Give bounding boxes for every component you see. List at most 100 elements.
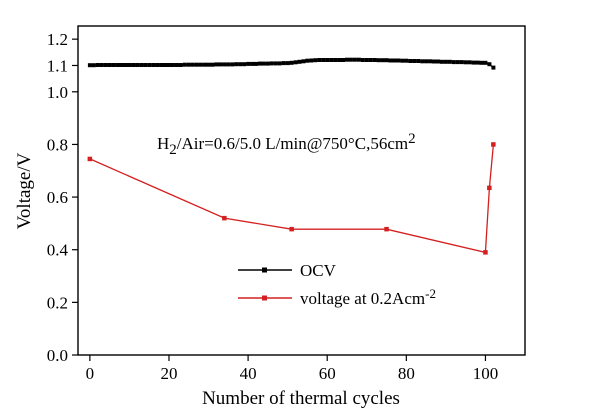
- data-point-ocv: [463, 60, 468, 65]
- data-point-voltage: [483, 250, 488, 255]
- data-point-ocv: [471, 60, 476, 65]
- data-point-ocv: [210, 62, 215, 67]
- legend-label-voltage-superscript: -2: [425, 286, 436, 301]
- data-point-ocv: [178, 63, 183, 67]
- data-point-ocv: [119, 63, 124, 67]
- data-point-ocv: [242, 62, 247, 67]
- data-point-ocv: [265, 61, 270, 66]
- data-point-ocv: [396, 58, 401, 63]
- y-tick-label: 0.4: [47, 241, 69, 260]
- y-tick-label: 1.0: [47, 83, 68, 102]
- data-point-ocv: [277, 61, 282, 66]
- chart-annotation: H2/Air=0.6/5.0 L/min@750°C,56cm2: [157, 131, 416, 158]
- data-point-ocv: [238, 62, 243, 67]
- data-point-ocv: [246, 61, 251, 66]
- data-point-ocv: [404, 58, 409, 63]
- data-point-ocv: [443, 59, 448, 64]
- data-point-ocv: [412, 59, 417, 63]
- y-tick-label: 0.2: [47, 293, 68, 312]
- data-point-ocv: [337, 58, 342, 62]
- data-point-ocv: [230, 62, 235, 67]
- data-point-ocv: [167, 63, 171, 67]
- data-point-ocv: [384, 58, 389, 63]
- series-layer: [87, 57, 496, 255]
- data-point-ocv: [345, 57, 349, 62]
- data-point-ocv: [368, 58, 373, 62]
- data-point-ocv: [348, 57, 353, 62]
- y-tick-label: 0.6: [47, 188, 68, 207]
- data-point-ocv: [309, 58, 314, 63]
- data-point-ocv: [388, 58, 393, 63]
- data-point-ocv: [439, 59, 444, 64]
- data-point-ocv: [372, 58, 377, 62]
- data-point-ocv: [163, 63, 167, 67]
- data-point-ocv: [159, 63, 164, 67]
- data-point-ocv: [360, 58, 365, 62]
- y-tick-label: 0.8: [47, 135, 68, 154]
- data-point-ocv: [479, 60, 484, 65]
- data-point-ocv: [194, 62, 199, 67]
- data-point-ocv: [131, 63, 136, 67]
- data-point-ocv: [451, 60, 456, 65]
- axis-layer: 0 20 40 60 80 100 0.0 0.2 0.4 0.6 0.8 1.0 1.1 1.2: [47, 30, 498, 383]
- data-point-ocv: [123, 63, 128, 67]
- data-point-ocv: [447, 59, 452, 64]
- data-point-ocv: [325, 58, 330, 62]
- data-point-ocv: [103, 63, 108, 67]
- data-point-ocv: [380, 58, 385, 63]
- data-point-ocv: [91, 63, 96, 68]
- annotation-body: /Air=0.6/5.0 L/min@750°C,56cm: [177, 134, 408, 153]
- data-point-ocv: [321, 58, 326, 62]
- data-point-ocv: [202, 62, 207, 67]
- legend-label-voltage: voltage at 0.2Acm-2: [300, 286, 436, 308]
- legend-marker-ocv: [262, 267, 267, 273]
- legend: OCV voltage at 0.2Acm-2: [238, 261, 436, 308]
- data-point-ocv: [293, 60, 298, 65]
- data-point-ocv: [151, 63, 156, 67]
- x-axis-title: Number of thermal cycles: [202, 388, 400, 409]
- data-point-ocv: [107, 63, 112, 67]
- data-point-ocv: [475, 60, 480, 65]
- data-point-ocv: [420, 59, 425, 64]
- data-point-ocv: [408, 59, 413, 63]
- data-point-ocv: [491, 65, 496, 70]
- data-point-voltage: [487, 185, 492, 191]
- data-point-ocv: [436, 59, 440, 64]
- y-tick-label: 1.1: [47, 56, 68, 75]
- data-point-ocv: [222, 62, 227, 67]
- data-point-ocv: [376, 58, 381, 63]
- data-point-ocv: [155, 63, 160, 67]
- data-point-ocv: [111, 63, 116, 67]
- data-point-ocv: [301, 59, 306, 64]
- data-point-ocv: [352, 57, 357, 62]
- data-point-ocv: [317, 58, 322, 62]
- data-point-ocv: [459, 60, 464, 65]
- data-point-ocv: [99, 63, 104, 67]
- data-point-ocv: [333, 58, 338, 62]
- data-point-ocv: [250, 61, 255, 66]
- data-point-ocv: [285, 61, 290, 66]
- data-point-ocv: [170, 63, 175, 67]
- data-point-ocv: [289, 60, 294, 65]
- legend-marker-voltage: [262, 295, 267, 301]
- data-point-ocv: [400, 58, 405, 63]
- data-point-ocv: [364, 58, 369, 62]
- legend-item-voltage: voltage at 0.2Acm-2: [238, 286, 436, 308]
- y-tick-label: 0.0: [47, 346, 68, 365]
- legend-item-ocv: OCV: [238, 261, 337, 280]
- series-line-voltage: [89, 144, 495, 254]
- data-point-ocv: [143, 63, 148, 67]
- data-point-ocv: [206, 62, 211, 67]
- data-point-ocv: [428, 59, 433, 64]
- plot-frame: [77, 25, 526, 356]
- data-point-ocv: [455, 60, 460, 65]
- data-point-ocv: [147, 63, 152, 67]
- data-point-voltage: [289, 226, 294, 232]
- data-point-ocv: [214, 62, 219, 67]
- x-tick-label: 100: [473, 364, 499, 383]
- data-point-ocv: [182, 62, 187, 67]
- data-point-voltage: [491, 142, 496, 147]
- data-point-ocv: [392, 58, 397, 63]
- x-tick-label: 60: [319, 364, 336, 383]
